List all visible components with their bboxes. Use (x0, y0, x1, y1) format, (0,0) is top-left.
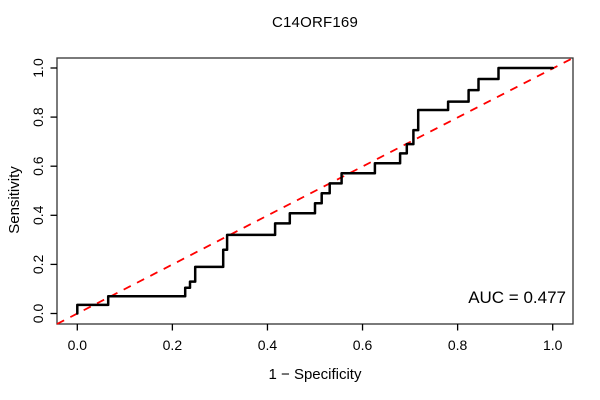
y-tick-label: 1.0 (30, 58, 46, 78)
plot-box (56, 57, 574, 325)
y-tick-label: 0.8 (30, 107, 46, 127)
y-tick-label: 0.4 (30, 205, 46, 225)
x-tick-label: 0.4 (258, 337, 278, 353)
x-tick-label: 0.6 (353, 337, 373, 353)
y-tick-label: 0.2 (30, 254, 46, 274)
chance-diagonal-line (56, 57, 574, 325)
auc-label: AUC = 0.477 (468, 288, 566, 307)
y-tick-label: 0.6 (30, 156, 46, 176)
x-tick-label: 0.0 (68, 337, 88, 353)
x-tick-label: 0.2 (163, 337, 183, 353)
y-axis-label: Sensitivity (6, 166, 23, 234)
x-tick-label: 1.0 (543, 337, 563, 353)
chart-title: C14ORF169 (271, 14, 358, 31)
roc-curve (76, 66, 554, 315)
y-tick-label: 0.0 (30, 304, 46, 324)
x-axis-label: 1 − Specificity (268, 366, 362, 383)
x-tick-label: 0.8 (448, 337, 468, 353)
